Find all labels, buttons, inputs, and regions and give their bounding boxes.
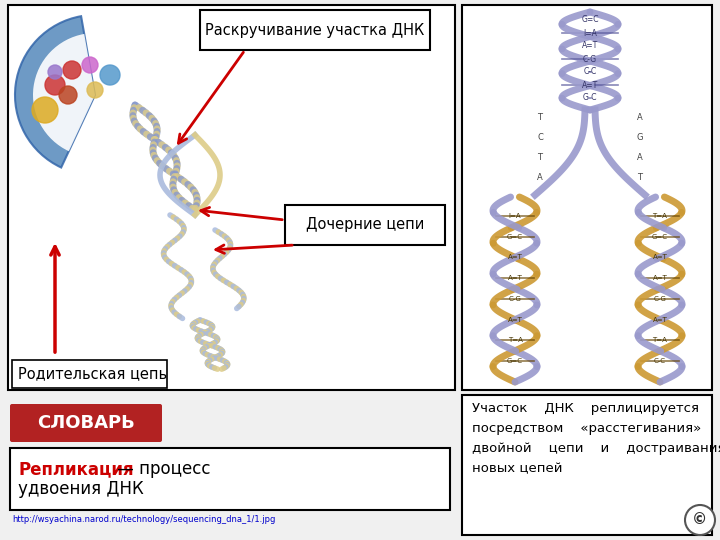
Bar [285, 205, 445, 245]
Bar [200, 10, 430, 50]
Text: C-C: C-C [583, 68, 597, 77]
Text: http://wsyachina.narod.ru/technology/sequencing_dna_1/1.jpg: http://wsyachina.narod.ru/technology/seq… [12, 515, 275, 524]
Bar [10, 448, 450, 510]
Text: Раскручивание участка ДНК: Раскручивание участка ДНК [205, 23, 425, 37]
Text: G=C: G=C [581, 16, 599, 24]
Text: A: A [537, 173, 543, 183]
Text: T: T [538, 153, 542, 163]
Text: C: C [537, 133, 543, 143]
Text: Дочерние цепи: Дочерние цепи [306, 218, 424, 233]
Text: C-C: C-C [654, 358, 666, 364]
Text: C-G: C-G [583, 55, 597, 64]
Text: посредством    «расстегивания»: посредством «расстегивания» [472, 422, 701, 435]
Circle shape [48, 65, 62, 79]
Text: G=C: G=C [507, 234, 523, 240]
Text: двойной    цепи    и    достраивания: двойной цепи и достраивания [472, 442, 720, 455]
Wedge shape [15, 16, 95, 167]
FancyBboxPatch shape [10, 404, 162, 442]
Text: G=C: G=C [652, 234, 668, 240]
Text: A=T: A=T [508, 316, 523, 323]
Text: — процесс: — процесс [112, 460, 210, 478]
Circle shape [63, 61, 81, 79]
Circle shape [87, 82, 103, 98]
Text: ©: © [693, 512, 708, 528]
Text: A: A [637, 153, 643, 163]
Text: I=A: I=A [509, 213, 521, 219]
Text: T: T [538, 113, 542, 123]
Text: СЛОВАРЬ: СЛОВАРЬ [37, 414, 135, 432]
Bar [12, 360, 167, 388]
Bar [462, 5, 712, 390]
Circle shape [45, 75, 65, 95]
Text: A=T: A=T [652, 254, 667, 260]
Text: A=T: A=T [652, 316, 667, 323]
Text: T=A: T=A [652, 213, 667, 219]
Text: T=A: T=A [508, 338, 523, 343]
Text: A=T: A=T [582, 42, 598, 51]
Text: C-G: C-G [654, 296, 667, 302]
Text: A: A [637, 113, 643, 123]
Text: G: G [636, 133, 643, 143]
Text: новых цепей: новых цепей [472, 462, 562, 475]
Text: A=T: A=T [582, 80, 598, 90]
Wedge shape [33, 34, 95, 151]
Text: T: T [637, 173, 642, 183]
Text: удвоения ДНК: удвоения ДНК [18, 480, 144, 498]
Circle shape [685, 505, 715, 535]
Text: G=C: G=C [507, 358, 523, 364]
Circle shape [100, 65, 120, 85]
Text: A=T: A=T [652, 275, 667, 281]
Text: I=A: I=A [583, 29, 597, 37]
Text: Родительская цепь: Родительская цепь [18, 367, 167, 381]
Text: Участок    ДНК    реплицируется: Участок ДНК реплицируется [472, 402, 699, 415]
Text: A=T: A=T [508, 275, 523, 281]
Text: A=T: A=T [508, 254, 523, 260]
Circle shape [32, 97, 58, 123]
Bar [8, 5, 455, 390]
Circle shape [59, 86, 77, 104]
Text: Репликация: Репликация [18, 460, 134, 478]
Text: G C: G C [583, 93, 597, 103]
Text: T=A: T=A [652, 338, 667, 343]
Bar [462, 395, 712, 535]
Circle shape [82, 57, 98, 73]
Text: C-G: C-G [508, 296, 521, 302]
